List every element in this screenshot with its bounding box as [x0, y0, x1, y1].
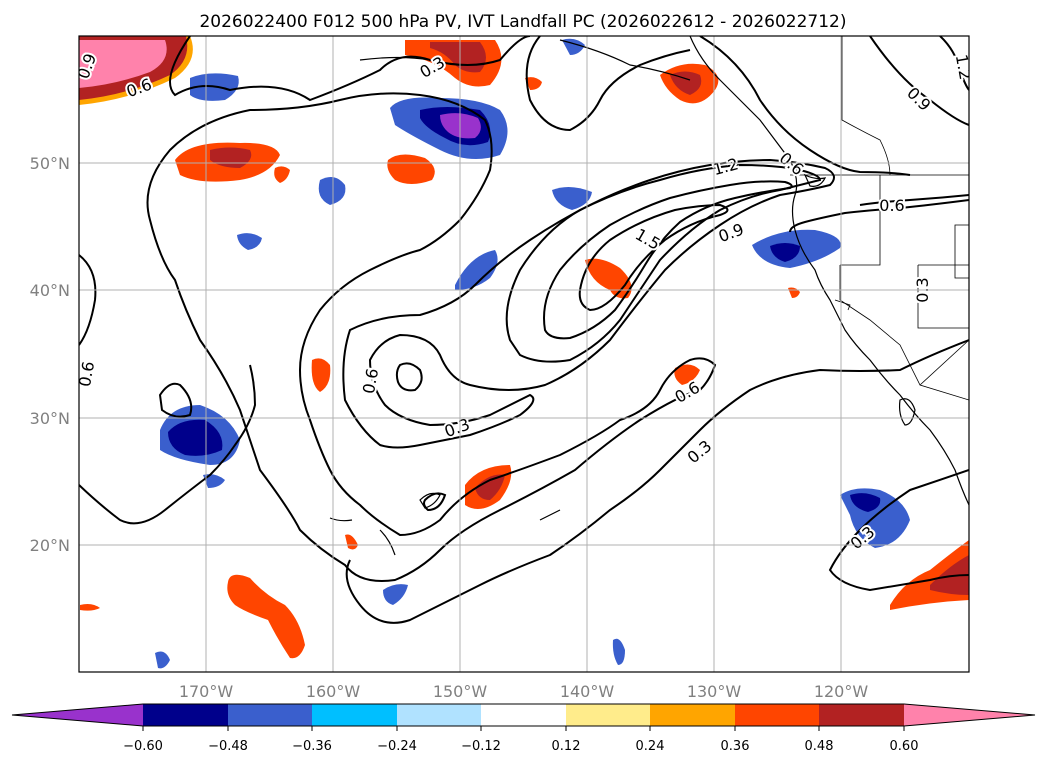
- pv-blob: [383, 584, 408, 605]
- map-panel: 0.9 0.6 0.3 1.2 1.5 0.9 0.6 0.6 0.6 0.3 …: [78, 35, 970, 673]
- colorbar-segment: [481, 704, 566, 726]
- contour-line: [158, 382, 193, 418]
- colorbar-tick-label: 0.12: [552, 739, 581, 754]
- contour-line: [699, 36, 911, 176]
- contour-line: [345, 339, 969, 624]
- contour-line: [578, 203, 729, 312]
- pv-blob: [585, 258, 632, 299]
- lon-label: 120°W: [814, 682, 869, 701]
- contour-line: [79, 254, 97, 346]
- contour-line: [828, 469, 969, 592]
- colorbar-tick-label: 0.60: [890, 739, 919, 754]
- colorbar-segment: [312, 704, 397, 726]
- pv-blob: [387, 154, 435, 184]
- contour-line: [859, 194, 969, 206]
- contour-line: [525, 36, 691, 132]
- colorbar-segment: [650, 704, 735, 726]
- lon-label: 150°W: [433, 682, 488, 701]
- colorbar-segment: [735, 704, 819, 726]
- lon-label: 140°W: [560, 682, 615, 701]
- pv-blob: [168, 419, 223, 456]
- pv-blob: [562, 38, 585, 55]
- contour-line: [789, 199, 969, 233]
- pv-blob: [552, 186, 592, 210]
- pv-blob: [850, 493, 881, 512]
- lat-label: 40°N: [30, 281, 70, 300]
- colorbar-tick-label: −0.24: [377, 739, 417, 754]
- pv-blob: [770, 243, 800, 262]
- contour-line: [395, 362, 423, 392]
- colorbar-tick-label: −0.60: [123, 739, 163, 754]
- lon-label: 170°W: [179, 682, 234, 701]
- colorbar-ticks: [142, 726, 905, 731]
- map-frame: [78, 35, 970, 673]
- pv-blob: [612, 638, 625, 665]
- contour-line: [543, 180, 793, 340]
- pv-blob: [80, 604, 100, 611]
- pv-blob: [930, 555, 969, 595]
- contour-line: [79, 364, 257, 525]
- colorbar-segment: [819, 704, 904, 726]
- lat-label: 20°N: [30, 536, 70, 555]
- pv-positive-northwest: [79, 36, 193, 105]
- contour-line: [169, 36, 531, 102]
- pv-blob: [475, 474, 505, 500]
- contour-line: [939, 36, 969, 91]
- pv-blob: [318, 176, 346, 205]
- longitude-labels: 170°W 160°W 150°W 140°W 130°W 120°W: [179, 682, 869, 701]
- pv-blob: [274, 166, 290, 183]
- pv-blob: [674, 364, 700, 385]
- pv-blob: [155, 651, 170, 669]
- latitude-labels: 50°N 40°N 30°N 20°N: [30, 154, 70, 555]
- pv-blob: [455, 250, 498, 290]
- colorbar-segment: [143, 704, 228, 726]
- pv-blob: [345, 534, 358, 550]
- colorbar-segment: [228, 704, 312, 726]
- lat-label: 50°N: [30, 154, 70, 173]
- contour-line: [869, 36, 969, 126]
- colorbar-segment: [904, 704, 1035, 726]
- political-borders: [790, 36, 969, 401]
- lon-label: 160°W: [306, 682, 361, 701]
- colorbar-tick-label: 0.48: [805, 739, 834, 754]
- lat-label: 30°N: [30, 409, 70, 428]
- contour-line: [423, 492, 447, 512]
- pv-blob: [237, 233, 262, 250]
- colorbar-segment: [12, 704, 143, 726]
- pv-blob: [525, 77, 542, 90]
- colorbar-tick-label: 0.36: [721, 739, 750, 754]
- pv-blob: [227, 574, 305, 659]
- map-title: 2026022400 F012 500 hPa PV, IVT Landfall…: [199, 12, 846, 32]
- contour-line: [505, 163, 822, 363]
- colorbar-tick-label: −0.12: [461, 739, 501, 754]
- colorbar-segment: [397, 704, 481, 726]
- colorbar-tick-label: −0.36: [292, 739, 332, 754]
- colorbar: −0.60 −0.48 −0.36 −0.24 −0.12 0.12 0.24 …: [11, 703, 1036, 754]
- colorbar-segment: [566, 704, 650, 726]
- pv-blob: [203, 474, 225, 488]
- lon-label: 130°W: [687, 682, 742, 701]
- contour-label: 0.6: [879, 196, 904, 215]
- contour-labels: 0.9 0.6 0.3 1.2 1.5 0.9 0.6 0.6 0.6 0.3 …: [79, 49, 969, 555]
- pv-positive-coast: [660, 63, 719, 104]
- pv-blob: [311, 358, 331, 392]
- gridlines: [79, 36, 969, 672]
- contour-line: [146, 92, 717, 582]
- colorbar-tick-label: −0.48: [208, 739, 248, 754]
- colorbar-tick-label: 0.24: [636, 739, 665, 754]
